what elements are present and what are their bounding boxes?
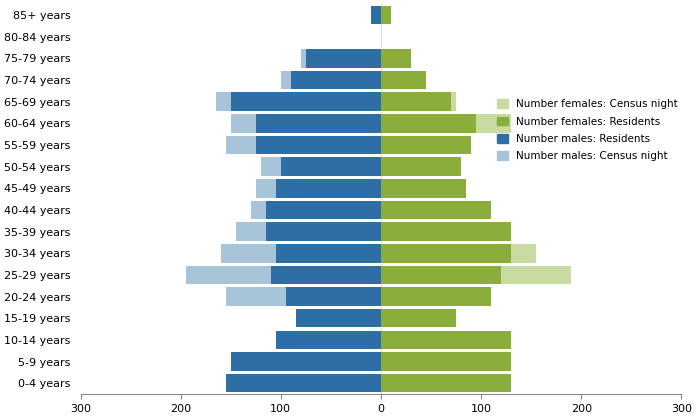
Bar: [221, 244, 381, 263]
Bar: [381, 244, 511, 263]
Bar: [286, 288, 381, 306]
Bar: [186, 266, 381, 284]
Bar: [381, 71, 426, 89]
Bar: [381, 92, 456, 111]
Bar: [381, 244, 536, 263]
Bar: [280, 71, 381, 89]
Bar: [381, 92, 451, 111]
Bar: [381, 288, 436, 306]
Bar: [381, 49, 411, 68]
Bar: [381, 266, 571, 284]
Bar: [306, 49, 381, 68]
Bar: [296, 309, 381, 327]
Bar: [266, 222, 381, 241]
Bar: [381, 222, 511, 241]
Bar: [266, 201, 381, 219]
Bar: [381, 158, 461, 176]
Bar: [301, 49, 381, 68]
Bar: [236, 222, 381, 241]
Bar: [230, 352, 381, 371]
Bar: [381, 374, 511, 393]
Bar: [226, 374, 381, 393]
Bar: [381, 352, 391, 371]
Bar: [336, 331, 381, 349]
Bar: [381, 49, 411, 68]
Bar: [255, 114, 381, 133]
Bar: [276, 244, 381, 263]
Bar: [381, 309, 456, 327]
Bar: [371, 6, 381, 24]
Bar: [381, 374, 391, 393]
Bar: [381, 179, 431, 198]
Legend: Number females: Census night, Number females: Residents, Number males: Residents: Number females: Census night, Number fem…: [493, 95, 682, 166]
Bar: [381, 71, 426, 89]
Bar: [230, 92, 381, 111]
Bar: [381, 179, 466, 198]
Bar: [381, 136, 471, 154]
Bar: [381, 222, 451, 241]
Bar: [255, 179, 381, 198]
Bar: [381, 331, 511, 349]
Bar: [326, 352, 381, 371]
Bar: [381, 288, 491, 306]
Bar: [381, 158, 441, 176]
Bar: [251, 201, 381, 219]
Bar: [381, 114, 511, 133]
Bar: [381, 136, 456, 154]
Bar: [276, 179, 381, 198]
Bar: [381, 6, 391, 24]
Bar: [276, 331, 381, 349]
Bar: [226, 288, 381, 306]
Bar: [381, 6, 391, 24]
Bar: [216, 92, 381, 111]
Bar: [226, 136, 381, 154]
Bar: [381, 331, 391, 349]
Bar: [280, 158, 381, 176]
Bar: [381, 266, 501, 284]
Bar: [381, 201, 491, 219]
Bar: [230, 114, 381, 133]
Bar: [261, 158, 381, 176]
Bar: [381, 201, 426, 219]
Bar: [381, 352, 511, 371]
Bar: [291, 71, 381, 89]
Bar: [255, 136, 381, 154]
Bar: [381, 309, 391, 327]
Bar: [271, 266, 381, 284]
Bar: [381, 114, 476, 133]
Bar: [336, 309, 381, 327]
